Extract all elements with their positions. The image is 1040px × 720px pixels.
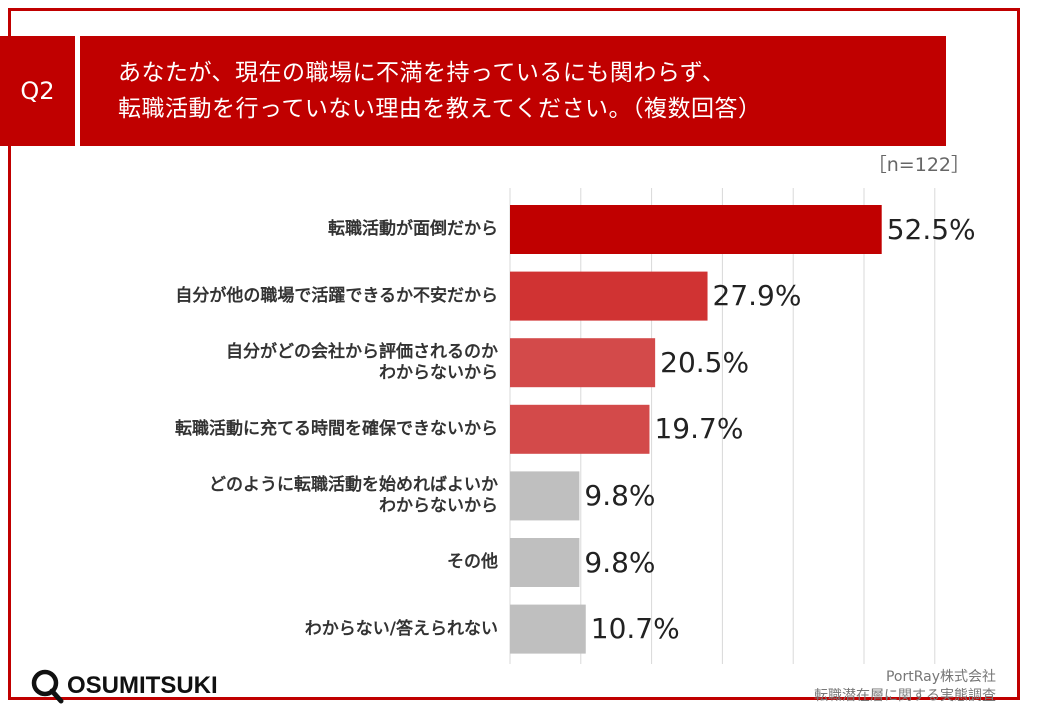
bar — [510, 471, 580, 521]
value-label: 52.5% — [886, 212, 976, 246]
value-label: 10.7% — [590, 612, 680, 646]
bar — [510, 538, 580, 587]
category-label: その他 — [447, 552, 498, 572]
source-survey: 転職潜在層に関する実態調査 — [814, 688, 996, 704]
category-label: 自分が他の職場で活躍できるか不安だから — [175, 285, 498, 306]
value-label: 20.5% — [660, 345, 750, 379]
bar — [510, 338, 656, 388]
osumitsuki-logo: OSUMITSUKI — [30, 668, 218, 704]
source-note: PortRay株式会社 転職潜在層に関する実態調査 — [814, 668, 996, 706]
category-label: どのように転職活動を始めればよいか わからないから — [209, 474, 498, 516]
bar — [510, 404, 650, 454]
bars — [510, 205, 882, 654]
source-company: PortRay株式会社 — [885, 669, 996, 685]
question-number: Q2 — [0, 36, 75, 146]
magnifier-icon — [31, 669, 64, 704]
question-title-line2: 転職活動を行っていない理由を教えてください。（複数回答） — [118, 96, 762, 122]
logo-text: OSUMITSUKI — [67, 672, 218, 699]
category-label: 自分がどの会社から評価されるのか わからないから — [226, 341, 498, 383]
category-label: 転職活動に充てる時間を確保できないから — [175, 418, 498, 439]
category-label: わからない/答えられない — [304, 618, 498, 639]
question-title-line1: あなたが、現在の職場に不満を持っているにも関わらず、 — [118, 60, 726, 86]
sample-size-label: ［n=122］ — [867, 154, 970, 176]
value-label: 27.9% — [712, 279, 802, 313]
bar — [510, 271, 708, 321]
question-title: あなたが、現在の職場に不満を持っているにも関わらず、 転職活動を行っていない理由… — [80, 36, 946, 146]
value-label: 9.8% — [584, 545, 656, 579]
bar — [510, 604, 586, 654]
bar — [510, 205, 882, 254]
category-label: 転職活動が面倒だから — [328, 219, 498, 239]
value-label: 19.7% — [654, 412, 744, 446]
value-label: 9.8% — [584, 478, 656, 512]
